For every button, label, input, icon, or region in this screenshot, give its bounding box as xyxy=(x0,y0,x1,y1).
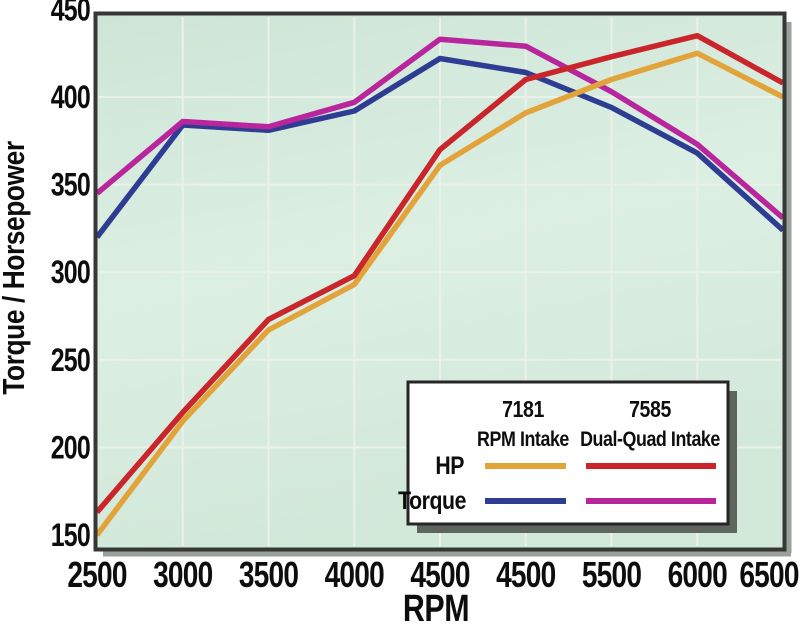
x-tick-label: 2500 xyxy=(67,555,126,595)
legend-col1-number: 7181 xyxy=(502,397,544,423)
x-tick-label: 6000 xyxy=(668,555,727,595)
y-tick-label: 300 xyxy=(51,255,90,291)
y-tick-label: 450 xyxy=(51,0,90,28)
y-tick-labels: 150 200 250 300 350 400 450 xyxy=(51,0,91,554)
y-tick-label: 350 xyxy=(51,168,90,204)
legend-col2-name: Dual-Quad Intake xyxy=(580,428,720,452)
x-axis-title: RPM xyxy=(403,588,469,627)
series-line-torque-dual-quad xyxy=(95,36,785,220)
y-tick-label: 400 xyxy=(51,80,90,116)
legend-col1-name: RPM Intake xyxy=(477,428,569,452)
y-tick-label: 250 xyxy=(51,343,90,379)
legend-row-torque-label: Torque xyxy=(398,486,466,514)
legend: 7181 7585 RPM Intake Dual-Quad Intake HP… xyxy=(398,380,737,533)
series-line-torque-rpm-intake xyxy=(94,55,785,239)
y-tick-label: 200 xyxy=(51,431,90,467)
x-tick-label: 6500 xyxy=(739,555,798,595)
series-line-hp-dual-quad xyxy=(94,32,785,514)
legend-row-hp-label: HP xyxy=(435,451,464,479)
x-tick-label: 4500 xyxy=(410,555,469,595)
x-tick-label: 3000 xyxy=(153,555,212,595)
legend-box xyxy=(406,380,730,526)
y-tick-label: 150 xyxy=(51,518,90,554)
x-tick-label: 5500 xyxy=(582,555,641,595)
x-tick-label: 3500 xyxy=(239,555,298,595)
x-tick-label: 4500 xyxy=(496,555,555,595)
plot-border xyxy=(93,11,787,552)
series-line-hp-rpm-intake xyxy=(94,50,785,537)
y-axis-title: Torque / Horsepower xyxy=(0,141,32,395)
x-tick-label: 4000 xyxy=(325,555,384,595)
legend-col2-number: 7585 xyxy=(629,397,671,423)
x-tick-labels: 2500 3000 3500 4000 4500 4500 5500 6000 6500 xyxy=(67,555,799,595)
plot-border-shadow xyxy=(103,22,792,557)
series-layer xyxy=(94,32,785,537)
